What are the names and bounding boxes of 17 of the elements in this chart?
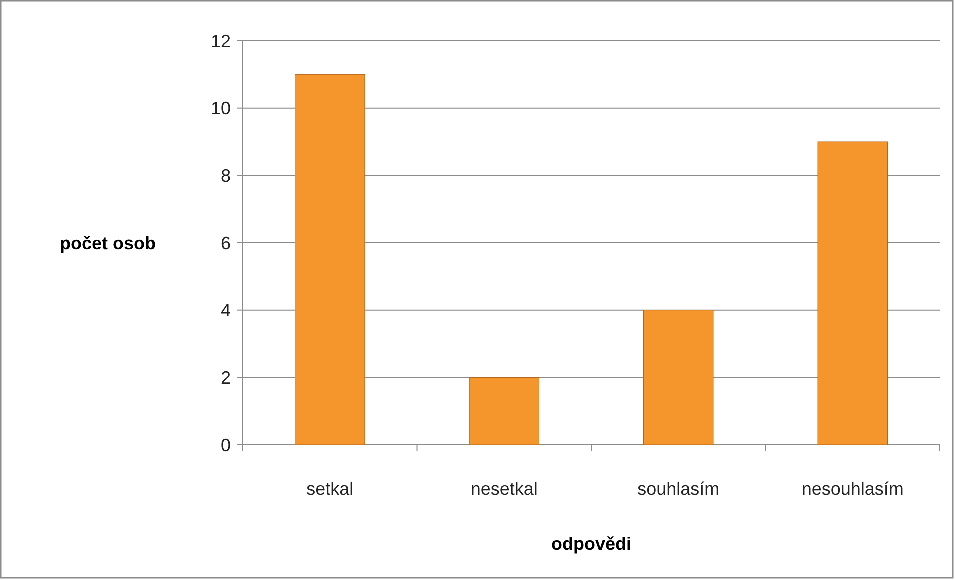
x-tick-label: nesouhlasím (802, 479, 904, 499)
bar (644, 310, 714, 446)
y-tick-label: 6 (220, 233, 231, 254)
y-tick-label: 2 (220, 368, 231, 388)
bar (818, 142, 888, 446)
y-tick-label: 8 (220, 166, 231, 186)
y-tick-label: 0 (220, 435, 231, 456)
y-axis-title: počet osob (60, 233, 156, 254)
x-tick-label: setkal (306, 479, 354, 499)
bar (469, 377, 540, 446)
y-tick-label: 4 (220, 300, 231, 321)
x-tick-label: souhlasím (638, 479, 720, 499)
x-axis-title: odpovědi (552, 534, 632, 554)
y-tick-label: 12 (210, 31, 231, 52)
bar (295, 74, 366, 446)
x-tick-label: nesetkal (470, 479, 538, 499)
y-tick-label: 10 (210, 98, 231, 119)
